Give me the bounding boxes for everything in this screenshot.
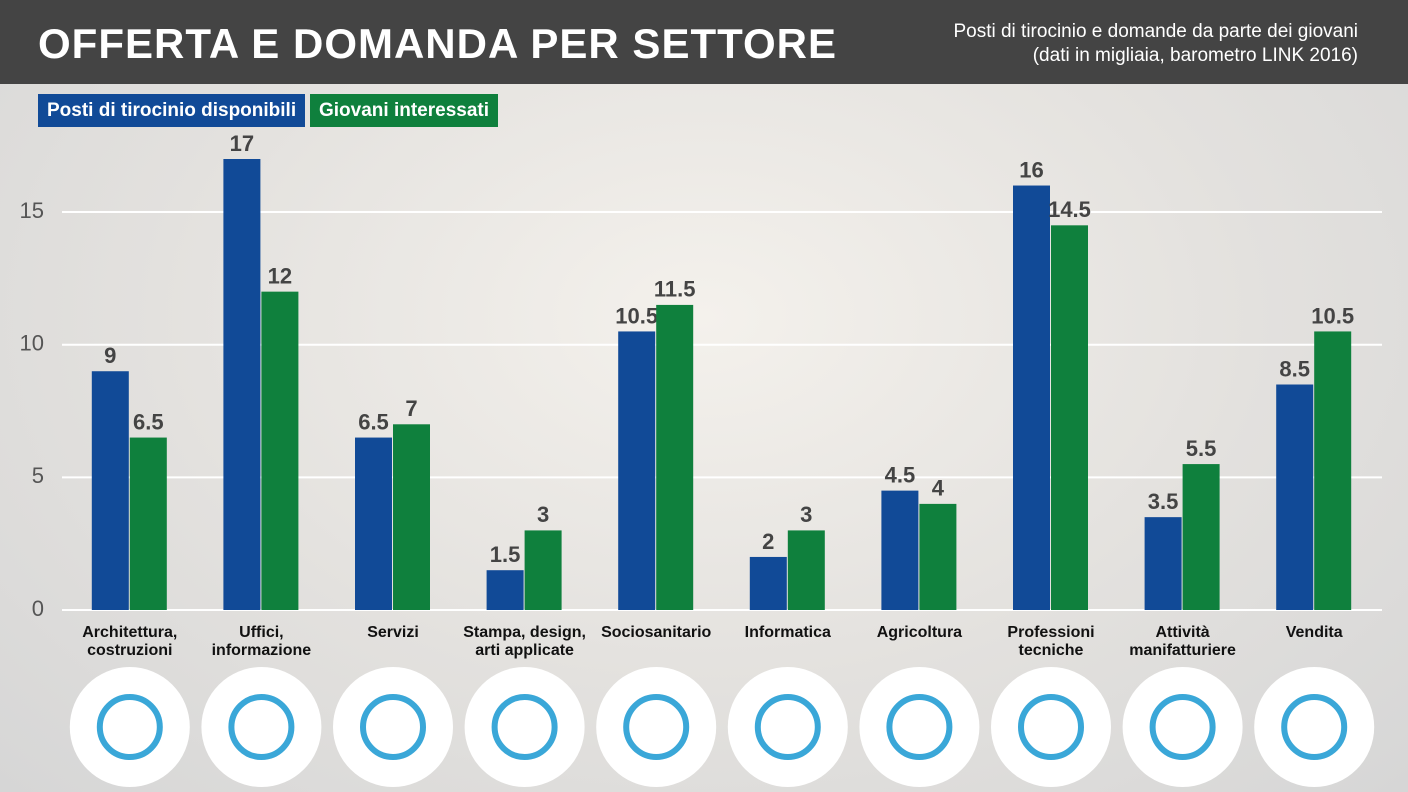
data-label: 11.5 xyxy=(654,277,696,302)
subtitle-line: (dati in migliaia, barometro LINK 2016) xyxy=(1032,45,1358,66)
bar xyxy=(1314,331,1352,610)
icon-circle xyxy=(991,667,1111,787)
bar xyxy=(355,437,392,610)
x-tick-label: Attività manifatturiere xyxy=(1129,624,1236,659)
icon xyxy=(1149,694,1216,760)
bar xyxy=(881,490,919,610)
icon xyxy=(754,694,821,760)
data-label: 4.5 xyxy=(885,462,916,487)
header: OFFERTA E DOMANDA PER SETTORE Posti di t… xyxy=(0,0,1408,84)
bar xyxy=(524,530,562,610)
legend-item: Posti di tirocinio disponibili xyxy=(38,94,306,127)
x-tick-label: Agricoltura xyxy=(876,624,963,641)
x-tick-label: Uffici, informazione xyxy=(211,624,312,659)
bar xyxy=(656,304,694,610)
bar xyxy=(618,331,656,610)
bar xyxy=(261,291,299,610)
data-label: 6.5 xyxy=(358,409,389,434)
data-label: 6.5 xyxy=(133,409,164,434)
icon xyxy=(886,694,953,760)
data-label: 7 xyxy=(405,396,417,421)
data-label: 4 xyxy=(932,476,945,501)
data-label: 12 xyxy=(268,263,292,288)
data-label: 3.5 xyxy=(1148,489,1179,514)
bar xyxy=(223,159,261,610)
icon-circle xyxy=(201,667,322,787)
bar xyxy=(1051,225,1088,610)
bar xyxy=(1013,185,1050,610)
x-tick-label: Professioni tecniche xyxy=(1007,624,1095,659)
y-tick-label: 10 xyxy=(20,331,44,356)
x-tick-label: Sociosanitario xyxy=(601,624,712,641)
icon xyxy=(1018,694,1084,760)
data-label: 9 xyxy=(104,343,116,368)
bar xyxy=(129,437,167,610)
bar xyxy=(1276,384,1314,610)
chart-title: OFFERTA E DOMANDA PER SETTORE xyxy=(38,20,838,67)
data-label: 17 xyxy=(230,131,254,156)
x-tick-label: Architettura, costruzioni xyxy=(82,624,178,659)
icon-circle xyxy=(727,667,848,787)
icon-circle xyxy=(1122,667,1243,787)
data-label: 3 xyxy=(800,502,812,527)
data-label: 10.5 xyxy=(1311,303,1354,328)
icon xyxy=(1281,694,1348,760)
bar xyxy=(1182,464,1220,610)
subtitle: Posti di tirocinio e domande da parte de… xyxy=(953,20,1358,68)
x-tick-label: Stampa, design, arti applicate xyxy=(463,624,586,659)
bar xyxy=(787,530,825,610)
bar xyxy=(919,503,957,610)
data-label: 3 xyxy=(537,502,549,527)
icon xyxy=(491,694,558,760)
icon xyxy=(96,694,163,760)
icon xyxy=(623,694,690,760)
data-label: 16 xyxy=(1019,157,1043,182)
data-label: 5.5 xyxy=(1186,436,1217,461)
y-tick-label: 0 xyxy=(32,596,44,621)
data-label: 1.5 xyxy=(490,542,521,567)
y-tick-label: 5 xyxy=(32,463,44,488)
bar xyxy=(91,371,129,610)
y-tick-label: 15 xyxy=(20,198,44,223)
icon xyxy=(228,694,295,760)
subtitle-line: Posti di tirocinio e domande da parte de… xyxy=(953,21,1358,42)
x-tick-label: Servizi xyxy=(367,624,419,641)
icon-circle xyxy=(333,667,453,787)
icon-circle xyxy=(464,667,585,787)
x-tick-label: Vendita xyxy=(1285,624,1343,641)
bar xyxy=(393,424,430,610)
data-label: 10.5 xyxy=(615,303,658,328)
data-label: 14.5 xyxy=(1048,197,1091,222)
x-tick-label: Informatica xyxy=(744,624,831,641)
icon-circle xyxy=(69,667,190,787)
icon-circle xyxy=(859,667,980,787)
bar xyxy=(749,556,787,610)
legend-item: Giovani interessati xyxy=(310,94,499,127)
data-label: 2 xyxy=(762,529,774,554)
bar xyxy=(486,570,524,610)
data-label: 8.5 xyxy=(1279,356,1310,381)
bar xyxy=(1144,517,1182,610)
icon-circle xyxy=(1254,667,1375,787)
icon-circle xyxy=(596,667,717,787)
icon xyxy=(360,694,426,760)
